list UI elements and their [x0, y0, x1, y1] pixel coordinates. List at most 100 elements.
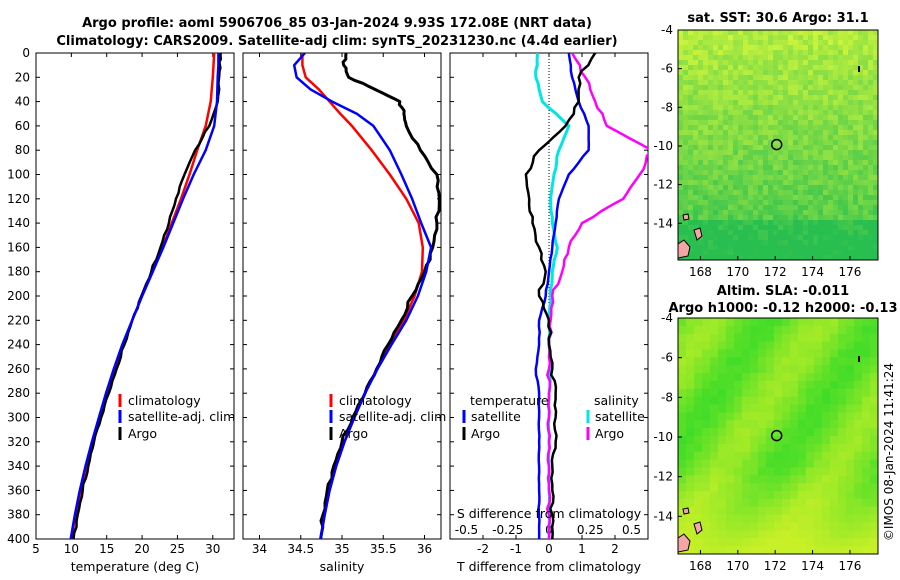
sst-cell [833, 125, 839, 131]
sst-cell [743, 135, 749, 141]
depth-tick-label: 80 [15, 143, 30, 157]
sst-cell [713, 70, 719, 76]
sla-cell [734, 467, 743, 476]
sla-cell [846, 404, 855, 413]
sst-cell [723, 155, 729, 161]
island-shape [678, 533, 691, 553]
sst-cell [853, 195, 859, 201]
sst-cell [818, 70, 824, 76]
sst-cell [818, 60, 824, 66]
sst-cell [853, 105, 859, 111]
sst-cell [873, 160, 878, 166]
sla-cell [758, 530, 767, 539]
sst-cell [743, 100, 749, 106]
sst-cell [748, 245, 754, 251]
sst-cell [858, 240, 864, 246]
sst-cell [693, 185, 699, 191]
map-x-tick-label: 176 [839, 559, 862, 573]
sst-cell [733, 205, 739, 211]
sst-cell [873, 70, 878, 76]
sla-cell [750, 522, 759, 531]
sst-cell [758, 225, 764, 231]
sst-cell [768, 80, 774, 86]
sst-cell [843, 80, 849, 86]
sst-cell [833, 45, 839, 51]
sst-cell [788, 165, 794, 171]
sst-cell [823, 55, 829, 61]
sst-map-coastline [678, 66, 860, 259]
sst-cell [823, 210, 829, 216]
sst-cell [708, 40, 714, 46]
sst-cell [698, 220, 704, 226]
sla-cell [838, 365, 847, 374]
sst-cell [738, 145, 744, 151]
sst-cell [793, 60, 799, 66]
sst-cell [843, 35, 849, 41]
sst-cell [843, 240, 849, 246]
sla-cell [710, 538, 719, 547]
sla-cell [702, 436, 711, 445]
sst-cell [708, 200, 714, 206]
sst-cell [818, 85, 824, 91]
sst-cell [858, 245, 864, 251]
sst-cell [768, 65, 774, 71]
sla-cell [726, 333, 735, 342]
sst-cell [798, 95, 804, 101]
sst-cell [688, 175, 694, 181]
sst-cell [858, 115, 864, 121]
sst-cell [808, 240, 814, 246]
sst-cell [873, 225, 878, 231]
sst-cell [788, 180, 794, 186]
sla-cell [750, 318, 759, 327]
sst-cell [698, 40, 704, 46]
sst-cell [853, 175, 859, 181]
sst-cell [773, 185, 779, 191]
sst-cell [763, 50, 769, 56]
sla-cell [862, 365, 871, 374]
sst-cell [818, 120, 824, 126]
salinity-panel [242, 52, 442, 540]
sst-cell [708, 255, 714, 260]
sla-cell [694, 514, 703, 523]
sla-cell [854, 522, 863, 531]
sst-cell [703, 75, 709, 81]
sst-cell [733, 180, 739, 186]
sst-cell [703, 220, 709, 226]
sst-cell [818, 140, 824, 146]
sla-cell [758, 412, 767, 421]
sst-cell [798, 230, 804, 236]
sst-cell [848, 140, 854, 146]
map-y-tick-label: -4 [661, 311, 673, 325]
sst-cell [868, 65, 874, 71]
sst-cell [848, 130, 854, 136]
sst-cell [863, 125, 869, 131]
sla-cell [870, 475, 878, 484]
sst-cell [738, 170, 744, 176]
sst-cell [743, 125, 749, 131]
sst-cell [703, 115, 709, 121]
sst-cell [693, 160, 699, 166]
sst-cell [843, 100, 849, 106]
sst-cell [683, 55, 689, 61]
sla-cell [750, 459, 759, 468]
sla-cell [854, 530, 863, 539]
sst-cell [758, 205, 764, 211]
sst-cell [848, 215, 854, 221]
sla-cell [766, 514, 775, 523]
sst-cell [718, 130, 724, 136]
sst-cell [803, 185, 809, 191]
sst-cell [863, 160, 869, 166]
sla-cell [702, 420, 711, 429]
sst-cell [678, 225, 684, 231]
sla-cell [782, 380, 791, 390]
sst-cell [868, 210, 874, 216]
sst-cell [758, 70, 764, 76]
sst-cell [728, 185, 734, 191]
sst-cell [733, 100, 739, 106]
sst-cell [683, 60, 689, 66]
sst-cell [768, 140, 774, 146]
sst-cell [693, 215, 699, 221]
sst-cell [863, 35, 869, 41]
sla-cell [782, 475, 791, 484]
sla-cell [838, 514, 847, 523]
